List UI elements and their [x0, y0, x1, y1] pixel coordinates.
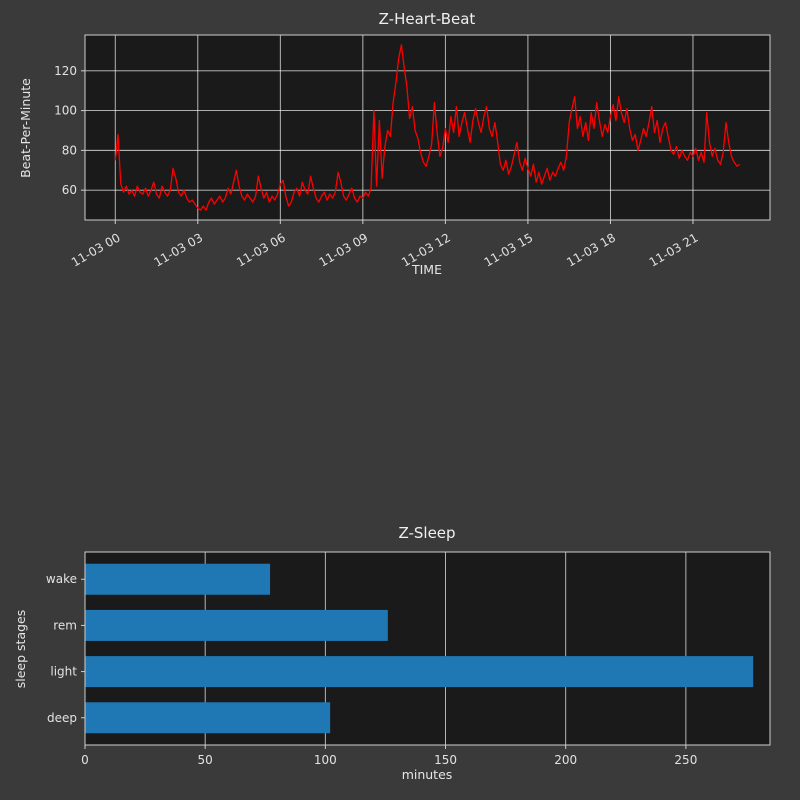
category-label: deep: [47, 711, 77, 725]
category-label: rem: [53, 618, 77, 632]
heart-beat-y-axis-label: Beat-Per-Minute: [18, 78, 33, 178]
plot-background: [85, 35, 770, 220]
sleep-x-axis-label: minutes: [402, 767, 453, 782]
x-tick-label: 11-03 03: [152, 230, 206, 269]
sleep-y-axis-label: sleep stages: [13, 610, 28, 689]
sleep-bar-light: [85, 656, 754, 688]
x-tick-label: 11-03 18: [564, 230, 618, 269]
plot-border: [84, 551, 771, 746]
sleep-bar-wake: [85, 563, 271, 595]
y-tick-label: 120: [54, 64, 77, 78]
sleep-plot-area: 0 50 100 150 200 250 wake rem light deep: [46, 551, 771, 767]
sleep-bar-rem: [85, 609, 388, 641]
heart-beat-chart: 60 80 100 120 11-03 00 11-03 03 11-03 06 11-03 …: [18, 10, 771, 277]
heart-beat-x-axis-label: TIME: [411, 262, 442, 277]
y-tick-label: 60: [62, 183, 77, 197]
x-tick-label: 11-03 09: [317, 230, 371, 269]
x-tick-label: 100: [314, 753, 337, 767]
x-tick-label: 11-03 21: [647, 230, 701, 269]
sleep-title: Z-Sleep: [398, 524, 455, 542]
heart-beat-plot-area: 60 80 100 120 11-03 00 11-03 03 11-03 06 11-03 …: [54, 34, 771, 270]
heart-rate-line: [114, 44, 741, 211]
x-tick-label: 150: [434, 753, 457, 767]
category-label: wake: [46, 572, 77, 586]
plot-border: [84, 34, 771, 221]
x-tick-label: 250: [674, 753, 697, 767]
x-tick-label: 11-03 15: [482, 230, 536, 269]
heart-beat-title: Z-Heart-Beat: [379, 10, 476, 28]
category-label: light: [50, 665, 77, 679]
x-tick-label: 50: [198, 753, 213, 767]
y-tick-label: 100: [54, 104, 77, 118]
x-tick-label: 11-03 00: [69, 230, 123, 269]
x-tick-label: 11-03 06: [234, 230, 288, 269]
y-tick-label: 80: [62, 143, 77, 157]
x-tick-label: 0: [81, 753, 89, 767]
sleep-bar-deep: [85, 702, 331, 734]
x-tick-label: 200: [554, 753, 577, 767]
